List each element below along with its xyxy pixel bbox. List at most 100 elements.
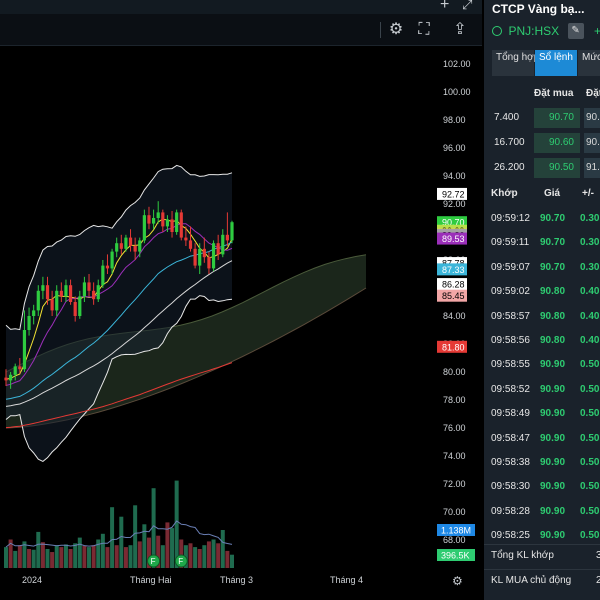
orderbook-row[interactable]: 16.700 90.60 90. — [484, 133, 600, 153]
candle-body — [110, 251, 114, 269]
toolbar-separator — [380, 22, 381, 38]
next-price[interactable]: 90. — [584, 108, 600, 128]
volume-bar — [137, 541, 142, 568]
candle-body — [230, 222, 234, 241]
ma-white — [5, 260, 233, 407]
volume-bar — [63, 544, 68, 568]
trade-row: 09:58:56 90.80 0.40 — [484, 332, 600, 350]
trade-price: 90.80 — [540, 286, 566, 298]
trade-price: 90.90 — [540, 481, 566, 493]
symbol-row: PNJ:HSX ✎ +0 — [492, 22, 600, 40]
volume-bar — [105, 547, 110, 568]
orderbook-row[interactable]: 26.200 90.50 91. — [484, 158, 600, 178]
volume-bar — [174, 480, 179, 568]
trade-time: 09:58:28 — [491, 505, 530, 517]
candle-body — [4, 377, 8, 381]
trade-row: 09:58:57 90.80 0.40 — [484, 308, 600, 326]
y-tick-label: 80.00 — [443, 367, 466, 377]
ma-purple — [5, 223, 233, 386]
trade-time: 09:58:56 — [491, 335, 530, 346]
volume-badge-label: 1.138M — [441, 526, 471, 536]
volume-bar — [119, 516, 124, 568]
trade-price: 90.90 — [540, 432, 566, 444]
company-title: CTCP Vàng bạ... — [492, 2, 585, 16]
summary-label: KL MUA chủ động — [491, 575, 572, 586]
ma-yellow — [5, 218, 233, 380]
top-strip: + ⤢ — [0, 0, 482, 14]
next-price[interactable]: 90. — [584, 133, 600, 153]
axis-settings-icon[interactable]: ⚙ — [452, 574, 463, 588]
volume-bar — [170, 528, 175, 568]
candle-body — [161, 212, 165, 227]
volume-bar — [27, 549, 32, 568]
trade-row: 09:58:30 90.90 0.50 — [484, 478, 600, 496]
trade-price-header: Giá — [544, 188, 561, 199]
tab-orderbook[interactable]: Sổ lệnh — [535, 50, 577, 76]
volume-bar — [220, 530, 225, 568]
price-badge-label: 89.53 — [442, 234, 465, 244]
trade-change: 0.40 — [580, 310, 600, 322]
pencil-icon[interactable]: ✎ — [567, 22, 584, 39]
tab-overview[interactable]: Tổng hợp — [492, 50, 539, 76]
volume-bar — [96, 539, 101, 568]
trade-price: 90.90 — [540, 530, 566, 542]
y-tick-label: 70.00 — [443, 507, 466, 517]
candle-body — [73, 302, 77, 316]
trade-price: 90.70 — [540, 213, 566, 224]
price-chart[interactable]: 102.00100.0098.0096.0094.0092.0090.0088.… — [0, 46, 482, 600]
chart-svg[interactable]: 102.00100.0098.0096.0094.0092.0090.0088.… — [0, 46, 482, 600]
volume-bar — [54, 545, 59, 568]
plus-icon[interactable]: + — [440, 0, 450, 13]
candle-body — [198, 248, 202, 266]
y-tick-label: 68.00 — [443, 535, 466, 545]
trade-change: 0.50 — [580, 505, 600, 517]
candle-body — [105, 265, 110, 269]
bollinger-upper — [5, 164, 233, 331]
candle-body — [151, 218, 156, 224]
volume-badge-label: 396.5K — [441, 551, 470, 561]
trade-change: 0.50 — [580, 408, 600, 420]
price-change: +0 — [594, 24, 600, 38]
volume-bar — [193, 547, 198, 568]
candle-body — [96, 285, 100, 300]
settings-icon[interactable]: ⚙ — [388, 21, 404, 38]
trade-row: 09:58:55 90.90 0.50 — [484, 356, 600, 374]
y-tick-label: 72.00 — [443, 479, 466, 489]
bid-price[interactable]: 90.50 — [534, 158, 580, 178]
trade-change: 0.50 — [580, 383, 600, 395]
x-tick-label: Tháng 4 — [330, 575, 363, 585]
volume-bar — [230, 554, 234, 568]
y-tick-label: 76.00 — [443, 423, 466, 433]
volume-bar — [100, 533, 105, 568]
price-badge — [437, 187, 467, 200]
expand-icon[interactable]: ⤢ — [462, 0, 473, 12]
volume-bar — [13, 550, 18, 568]
volume-bar — [22, 541, 27, 568]
trade-time: 09:58:52 — [491, 383, 530, 395]
symbol-label[interactable]: PNJ:HSX — [508, 23, 560, 38]
tab-price-levels[interactable]: Mức giá — [578, 50, 600, 76]
candle-body — [216, 243, 220, 255]
orderbook-row[interactable]: 7.400 90.70 90. — [484, 108, 600, 128]
ma-red — [5, 362, 233, 429]
candle-body — [87, 282, 91, 291]
trade-price: 90.80 — [540, 310, 566, 322]
summary-row: Tổng KL khớp 3 — [484, 545, 600, 567]
y-tick-label: 98.00 — [443, 115, 466, 125]
trade-price: 90.70 — [540, 237, 566, 249]
bid-price[interactable]: 90.60 — [534, 133, 580, 153]
price-badge-label: 90.70 — [442, 218, 465, 228]
bid-price[interactable]: 90.70 — [534, 108, 580, 128]
volume-bar — [77, 537, 82, 568]
trade-price: 90.90 — [540, 505, 566, 517]
trade-price: 90.80 — [540, 335, 566, 346]
volume-bar — [206, 541, 211, 568]
fullscreen-icon[interactable]: ⛶ — [418, 21, 430, 38]
candle-body — [124, 237, 128, 249]
trade-change: 0.40 — [580, 286, 600, 298]
next-price[interactable]: 91. — [584, 158, 600, 178]
bollinger-lower — [5, 295, 233, 462]
volume-bar — [188, 543, 193, 568]
volume-bar — [123, 547, 128, 568]
share-icon[interactable]: ⇪ — [453, 21, 467, 38]
